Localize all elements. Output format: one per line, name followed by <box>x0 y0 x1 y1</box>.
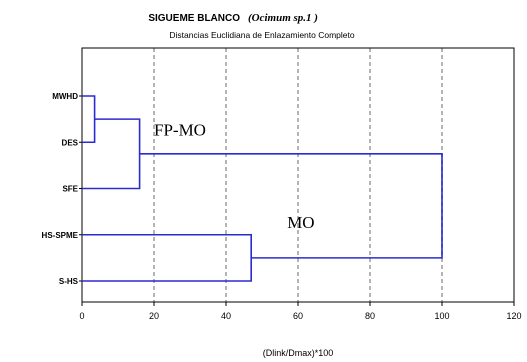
chart-title: SIGUEME BLANCO <box>148 13 240 24</box>
x-tick-label: 0 <box>79 311 84 321</box>
grid <box>153 48 443 302</box>
leaf-label: MWHD <box>52 92 78 101</box>
leaf-label: S-HS <box>59 277 79 286</box>
leaf-labels: MWHD DES SFE HS-SPME S-HS <box>42 92 79 286</box>
x-tick-label: 20 <box>149 311 159 321</box>
x-axis-tick-labels: 0 20 40 60 80 100 120 <box>79 311 521 321</box>
x-tick-label: 100 <box>434 311 449 321</box>
dendrogram-link <box>82 95 96 144</box>
chart-subtitle: Distancias Euclidiana de Enlazamiento Co… <box>169 30 354 40</box>
cluster-labels: FP-MO MO <box>154 120 315 232</box>
chart-title-species: (Ocimum sp.1 ) <box>248 12 318 24</box>
x-axis-ticks <box>81 302 515 306</box>
title-group: SIGUEME BLANCO (Ocimum sp.1 ) Distancias… <box>148 12 355 40</box>
x-tick-label: 40 <box>221 311 231 321</box>
leaf-ticks <box>79 95 82 282</box>
dendrogram-links <box>82 95 443 282</box>
x-tick-label: 60 <box>293 311 303 321</box>
x-tick-label: 80 <box>365 311 375 321</box>
cluster-label: MO <box>287 213 314 232</box>
x-tick-label: 120 <box>506 311 521 321</box>
cluster-label: FP-MO <box>154 120 206 139</box>
x-axis-label: (Dlink/Dmax)*100 <box>263 348 334 358</box>
dendrogram-link <box>139 153 443 259</box>
leaf-label: SFE <box>62 185 78 194</box>
leaf-label: DES <box>62 138 79 147</box>
leaf-label: HS-SPME <box>42 231 79 240</box>
dendrogram-link <box>82 118 141 190</box>
